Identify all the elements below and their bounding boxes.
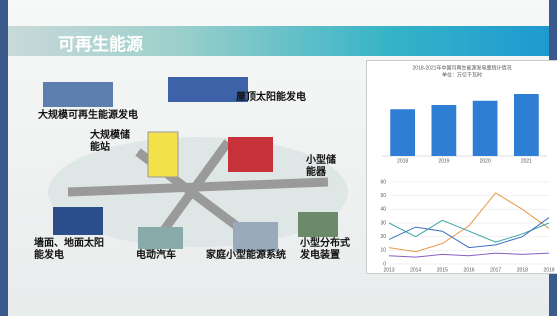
y-tick-label: 10: [380, 248, 386, 254]
y-tick-label: 30: [380, 220, 386, 226]
value-label: 2.04: [439, 98, 449, 104]
x-tick-label: 2014: [410, 267, 421, 273]
chart-subtitle: 单位：万亿千瓦时: [442, 71, 482, 78]
series-line: [389, 220, 549, 242]
x-tick-label: 2017: [490, 267, 501, 273]
x-tick-label: 2021: [521, 158, 532, 164]
bar: [514, 94, 539, 156]
series-line: [389, 253, 549, 257]
bar-chart: 2018-2021年中国可再生能源发电量统计情况 单位：万亿千瓦时 1.87 20…: [367, 61, 557, 169]
y-tick-label: 20: [380, 234, 386, 240]
label: 小型分布式发电装置: [300, 238, 356, 262]
x-tick-label: 2019: [543, 267, 554, 273]
x-tick-label: 2019: [438, 158, 449, 164]
y-tick-label: 60: [380, 179, 386, 185]
label: 大规模可再生能源发电: [38, 110, 158, 122]
series-line: [389, 193, 549, 252]
x-tick-label: 2020: [480, 158, 491, 164]
x-tick-label: 2018: [517, 267, 528, 273]
bar: [432, 105, 457, 156]
value-label: 2.21: [480, 94, 490, 100]
label: 电动汽车: [136, 250, 176, 262]
y-tick-label: 40: [380, 207, 386, 213]
bar: [473, 101, 498, 156]
label: 大规模储能站: [90, 130, 135, 154]
page: 可再生能源 大规模可再生能源发电 屋顶太阳能发电 大规模储能站 小型储能器 墙面…: [0, 0, 557, 316]
illustration: [28, 62, 368, 302]
bar: [390, 109, 415, 156]
x-tick-label: 2015: [437, 267, 448, 273]
label: 屋顶太阳能发电: [236, 92, 306, 104]
label: 家庭小型能源系统: [206, 250, 286, 262]
x-tick-label: 2013: [383, 267, 394, 273]
slide: 可再生能源 大规模可再生能源发电 屋顶太阳能发电 大规模储能站 小型储能器 墙面…: [8, 0, 549, 316]
value-label: 2.48: [522, 87, 532, 93]
label: 墙面、地面太阳能发电: [34, 238, 106, 262]
label: 小型储能器: [306, 155, 336, 179]
chart-title: 2018-2021年中国可再生能源发电量统计情况: [413, 64, 512, 71]
title: 可再生能源: [58, 30, 143, 55]
y-tick-label: 50: [380, 193, 386, 199]
x-tick-label: 2016: [463, 267, 474, 273]
x-tick-label: 2018: [397, 158, 408, 164]
header: 可再生能源: [8, 26, 549, 56]
chart-panel: 2018-2021年中国可再生能源发电量统计情况 单位：万亿千瓦时 1.87 20…: [366, 60, 557, 274]
value-label: 1.87: [398, 103, 408, 109]
